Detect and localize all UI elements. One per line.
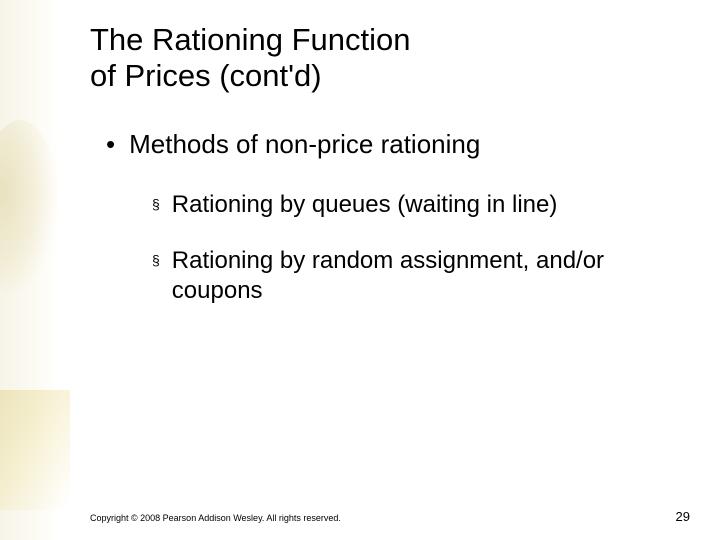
- slide-title: The Rationing Function of Prices (cont'd…: [90, 22, 670, 93]
- slide-content: The Rationing Function of Prices (cont'd…: [0, 0, 720, 306]
- bullet-level-2: § Rationing by queues (waiting in line): [90, 190, 670, 220]
- slide-footer: Copyright © 2008 Pearson Addison Wesley.…: [90, 509, 690, 524]
- copyright-text: Copyright © 2008 Pearson Addison Wesley.…: [90, 513, 341, 523]
- bullet-text: Rationing by queues (waiting in line): [172, 190, 558, 220]
- bullet-level-2: § Rationing by random assignment, and/or…: [90, 246, 670, 306]
- bullet-marker-square: §: [152, 252, 160, 270]
- bullet-marker-square: §: [152, 196, 160, 214]
- bullet-marker-disc: •: [106, 129, 115, 160]
- title-line-2: of Prices (cont'd): [90, 58, 322, 93]
- background-bottom-graphic: [0, 390, 70, 510]
- page-number: 29: [676, 509, 690, 524]
- bullet-text: Methods of non-price rationing: [129, 129, 480, 160]
- bullet-text: Rationing by random assignment, and/or c…: [172, 246, 670, 306]
- bullet-level-1: • Methods of non-price rationing: [90, 129, 670, 160]
- title-line-1: The Rationing Function: [90, 22, 411, 57]
